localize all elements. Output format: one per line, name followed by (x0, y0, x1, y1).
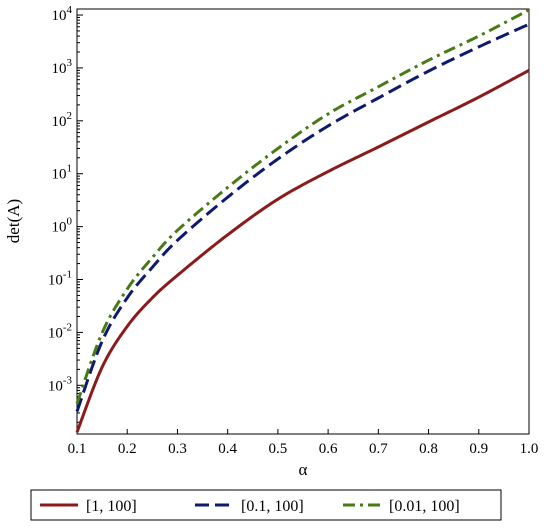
y-tick-label: 10-1 (48, 269, 72, 289)
plot-area (75, 8, 530, 433)
legend-label: [0.01, 100] (389, 498, 460, 515)
y-tick-label: 103 (52, 57, 73, 77)
x-tick-label: 0.5 (269, 441, 288, 457)
y-tick-label: 10-3 (48, 374, 73, 394)
y-tick-label: 100 (52, 216, 73, 236)
x-tick-label: 0.1 (68, 441, 87, 457)
x-tick-label: 0.9 (469, 441, 488, 457)
x-tick-label: 0.4 (218, 441, 237, 457)
x-tick-label: 0.6 (319, 441, 338, 457)
x-tick-label: 0.3 (168, 441, 187, 457)
x-axis-label: α (299, 460, 308, 479)
x-tick-label: 0.2 (118, 441, 137, 457)
y-tick-label: 104 (52, 4, 73, 24)
y-axis-label: det(A) (4, 199, 23, 243)
legend-box (30, 489, 502, 521)
legend: [1, 100] [0.1, 100] [0.01, 100] (40, 498, 460, 515)
plot-frame (76, 8, 530, 435)
x-tick-label: 1.0 (520, 441, 539, 457)
x-tick-label: 0.7 (369, 441, 388, 457)
x-axis: 0.1 0.2 0.3 0.4 0.5 0.6 0.7 0.8 0.9 1.0 (68, 429, 539, 457)
x-tick-label: 0.8 (419, 441, 438, 457)
y-tick-label: 10-2 (48, 321, 72, 341)
series-line (75, 69, 530, 433)
series-line (75, 8, 530, 405)
legend-label: [1, 100] (86, 498, 137, 515)
series-line (75, 22, 530, 412)
y-axis: 10-3 10-2 10-1 100 101 102 103 104 (48, 4, 83, 423)
y-tick-label: 102 (52, 110, 73, 130)
legend-label: [0.1, 100] (241, 498, 304, 515)
y-tick-label: 101 (52, 163, 73, 183)
